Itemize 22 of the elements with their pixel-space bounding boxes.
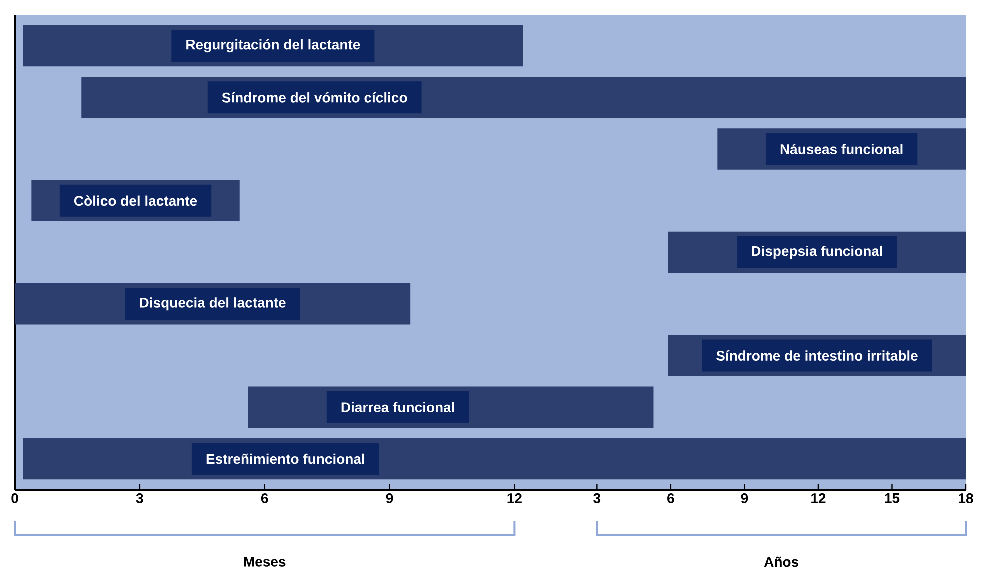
category-label: Còlico del lactante <box>74 196 198 206</box>
category-label: Diarrea funcional <box>342 402 454 413</box>
category-label: Síndrome de intestino irritable <box>716 350 918 361</box>
x-tick-label: 3 <box>594 494 601 504</box>
x-tick-label: 12 <box>812 494 826 504</box>
category-label: Estreñimiento funcional <box>206 454 364 464</box>
x-tick-label: 3 <box>136 494 144 504</box>
category-label: Regurgitación del lactante <box>186 39 360 53</box>
x-tick-label: 9 <box>741 494 748 504</box>
x-tick-label: 18 <box>959 494 974 504</box>
category-label: Disquecia del lactante <box>140 298 286 311</box>
x-tick-label: 6 <box>668 494 674 504</box>
category-label: Náuseas funcional <box>780 144 903 154</box>
x-tick-label: 12 <box>508 494 522 504</box>
category-label: Síndrome del vómito cíclico <box>222 92 408 103</box>
x-tick-label: 15 <box>885 494 900 504</box>
x-tick-label: 6 <box>261 494 268 504</box>
x-tick-label: 0 <box>12 494 18 504</box>
x-axis-title: Meses <box>244 557 286 567</box>
x-tick-label: 9 <box>386 494 394 504</box>
category-label: Dispepsia funcional <box>752 246 882 260</box>
x-axis-title: Años <box>764 556 799 568</box>
